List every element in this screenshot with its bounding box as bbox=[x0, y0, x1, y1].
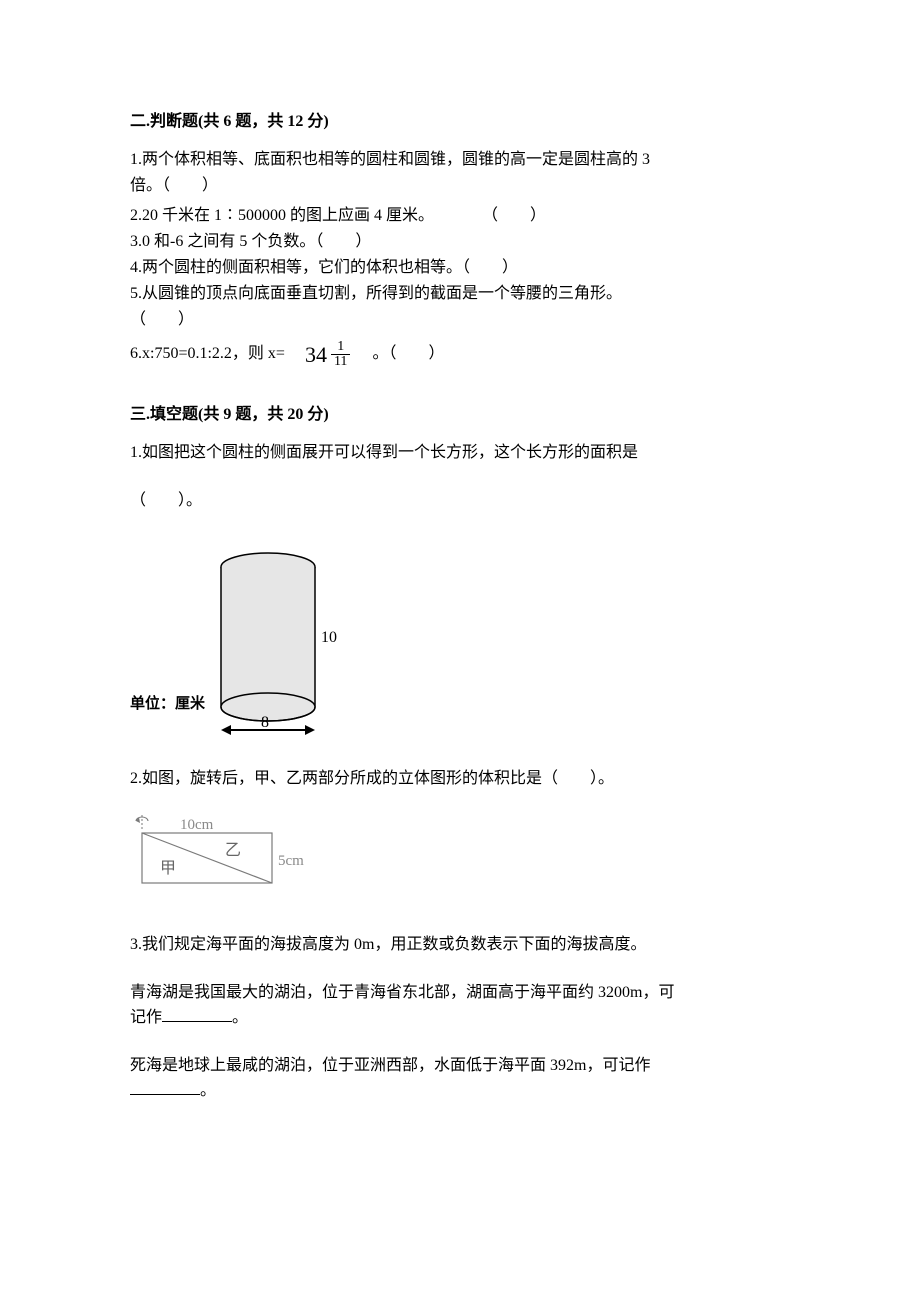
blank-2 bbox=[130, 1078, 200, 1095]
s3-q3-line2: 青海湖是我国最大的湖泊，位于青海省东北部，湖面高于海平面约 3200m，可 记作… bbox=[130, 981, 790, 1030]
s2-q6-denominator: 11 bbox=[331, 355, 350, 369]
s2-q3: 3.0 和-6 之间有 5 个负数。（ ） bbox=[130, 230, 790, 254]
s2-q4: 4.两个圆柱的侧面积相等，它们的体积也相等。（ ） bbox=[130, 256, 790, 280]
s2-q6-post: 。（ ） bbox=[356, 345, 444, 362]
s3-q3-l2c: 。 bbox=[232, 1009, 248, 1026]
s2-q6: 6.x:750=0.1:2.2，则 x= 34 1 11 。（ ） bbox=[130, 338, 790, 371]
s2-q1-line2: 倍。（ ） bbox=[130, 174, 790, 198]
s3-q1: 1.如图把这个圆柱的侧面展开可以得到一个长方形，这个长方形的面积是 （ ）。 bbox=[130, 441, 790, 513]
s3-q1-line2: （ ）。 bbox=[130, 489, 790, 513]
fig2-label-b: 乙 bbox=[225, 842, 241, 859]
s3-q3-l3a: 死海是地球上最咸的湖泊，位于亚洲西部，水面低于海平面 392m，可记作 bbox=[130, 1057, 650, 1074]
s3-q3: 3.我们规定海平面的海拔高度为 0m，用正数或负数表示下面的海拔高度。 青海湖是… bbox=[130, 933, 790, 1103]
s3-q3-l2b: 记作 bbox=[130, 1009, 162, 1026]
section-2-header: 二.判断题(共 6 题，共 12 分) bbox=[130, 110, 790, 134]
s2-q5b: （ ） bbox=[130, 308, 790, 332]
s3-fig1-unit-label: 单位：厘米 bbox=[130, 693, 205, 716]
section-3-header: 三.填空题(共 9 题，共 20 分) bbox=[130, 403, 790, 427]
fig1-width-label: 8 bbox=[261, 714, 269, 731]
s2-q6-numerator: 1 bbox=[331, 340, 350, 355]
s3-fig1: 单位：厘米 10 8 bbox=[130, 537, 790, 737]
fig2-right-label: 5cm bbox=[278, 853, 304, 869]
s3-q3-line1: 3.我们规定海平面的海拔高度为 0m，用正数或负数表示下面的海拔高度。 bbox=[130, 933, 790, 957]
s3-q3-l3c: 。 bbox=[200, 1082, 216, 1099]
s2-q6-pre: 6.x:750=0.1:2.2，则 x= bbox=[130, 345, 301, 362]
fig1-height-label: 10 bbox=[321, 629, 337, 646]
cylinder-figure: 10 8 bbox=[213, 537, 373, 737]
s2-q6-mixed-number: 34 1 11 bbox=[305, 338, 352, 371]
document-page: 二.判断题(共 6 题，共 12 分) 1.两个体积相等、底面积也相等的圆柱和圆… bbox=[0, 0, 920, 1302]
fig2-label-a: 甲 bbox=[160, 860, 176, 877]
rectangle-figure: 10cm 甲 乙 5cm bbox=[130, 815, 330, 895]
s2-q6-whole: 34 bbox=[305, 338, 327, 371]
s2-q2: 2.20 千米在 1∶500000 的图上应画 4 厘米。 （ ） bbox=[130, 204, 790, 228]
s3-fig2: 10cm 甲 乙 5cm bbox=[130, 815, 790, 903]
fig2-top-label: 10cm bbox=[180, 817, 214, 833]
s2-q1-line1: 1.两个体积相等、底面积也相等的圆柱和圆锥，圆锥的高一定是圆柱高的 3 bbox=[130, 148, 790, 172]
blank-1 bbox=[162, 1005, 232, 1022]
s3-q3-l2a: 青海湖是我国最大的湖泊，位于青海省东北部，湖面高于海平面约 3200m，可 bbox=[130, 984, 674, 1001]
s2-q1: 1.两个体积相等、底面积也相等的圆柱和圆锥，圆锥的高一定是圆柱高的 3 倍。（ … bbox=[130, 148, 790, 198]
s3-q1-line1: 1.如图把这个圆柱的侧面展开可以得到一个长方形，这个长方形的面积是 bbox=[130, 441, 790, 465]
s3-q2-text: 2.如图，旋转后，甲、乙两部分所成的立体图形的体积比是（ ）。 bbox=[130, 767, 790, 791]
s3-q2: 2.如图，旋转后，甲、乙两部分所成的立体图形的体积比是（ ）。 bbox=[130, 767, 790, 791]
s3-q3-line3: 死海是地球上最咸的湖泊，位于亚洲西部，水面低于海平面 392m，可记作 。 bbox=[130, 1054, 790, 1103]
s2-q5: 5.从圆锥的顶点向底面垂直切割，所得到的截面是一个等腰的三角形。 bbox=[130, 282, 790, 306]
s2-q6-fraction: 1 11 bbox=[331, 340, 350, 369]
